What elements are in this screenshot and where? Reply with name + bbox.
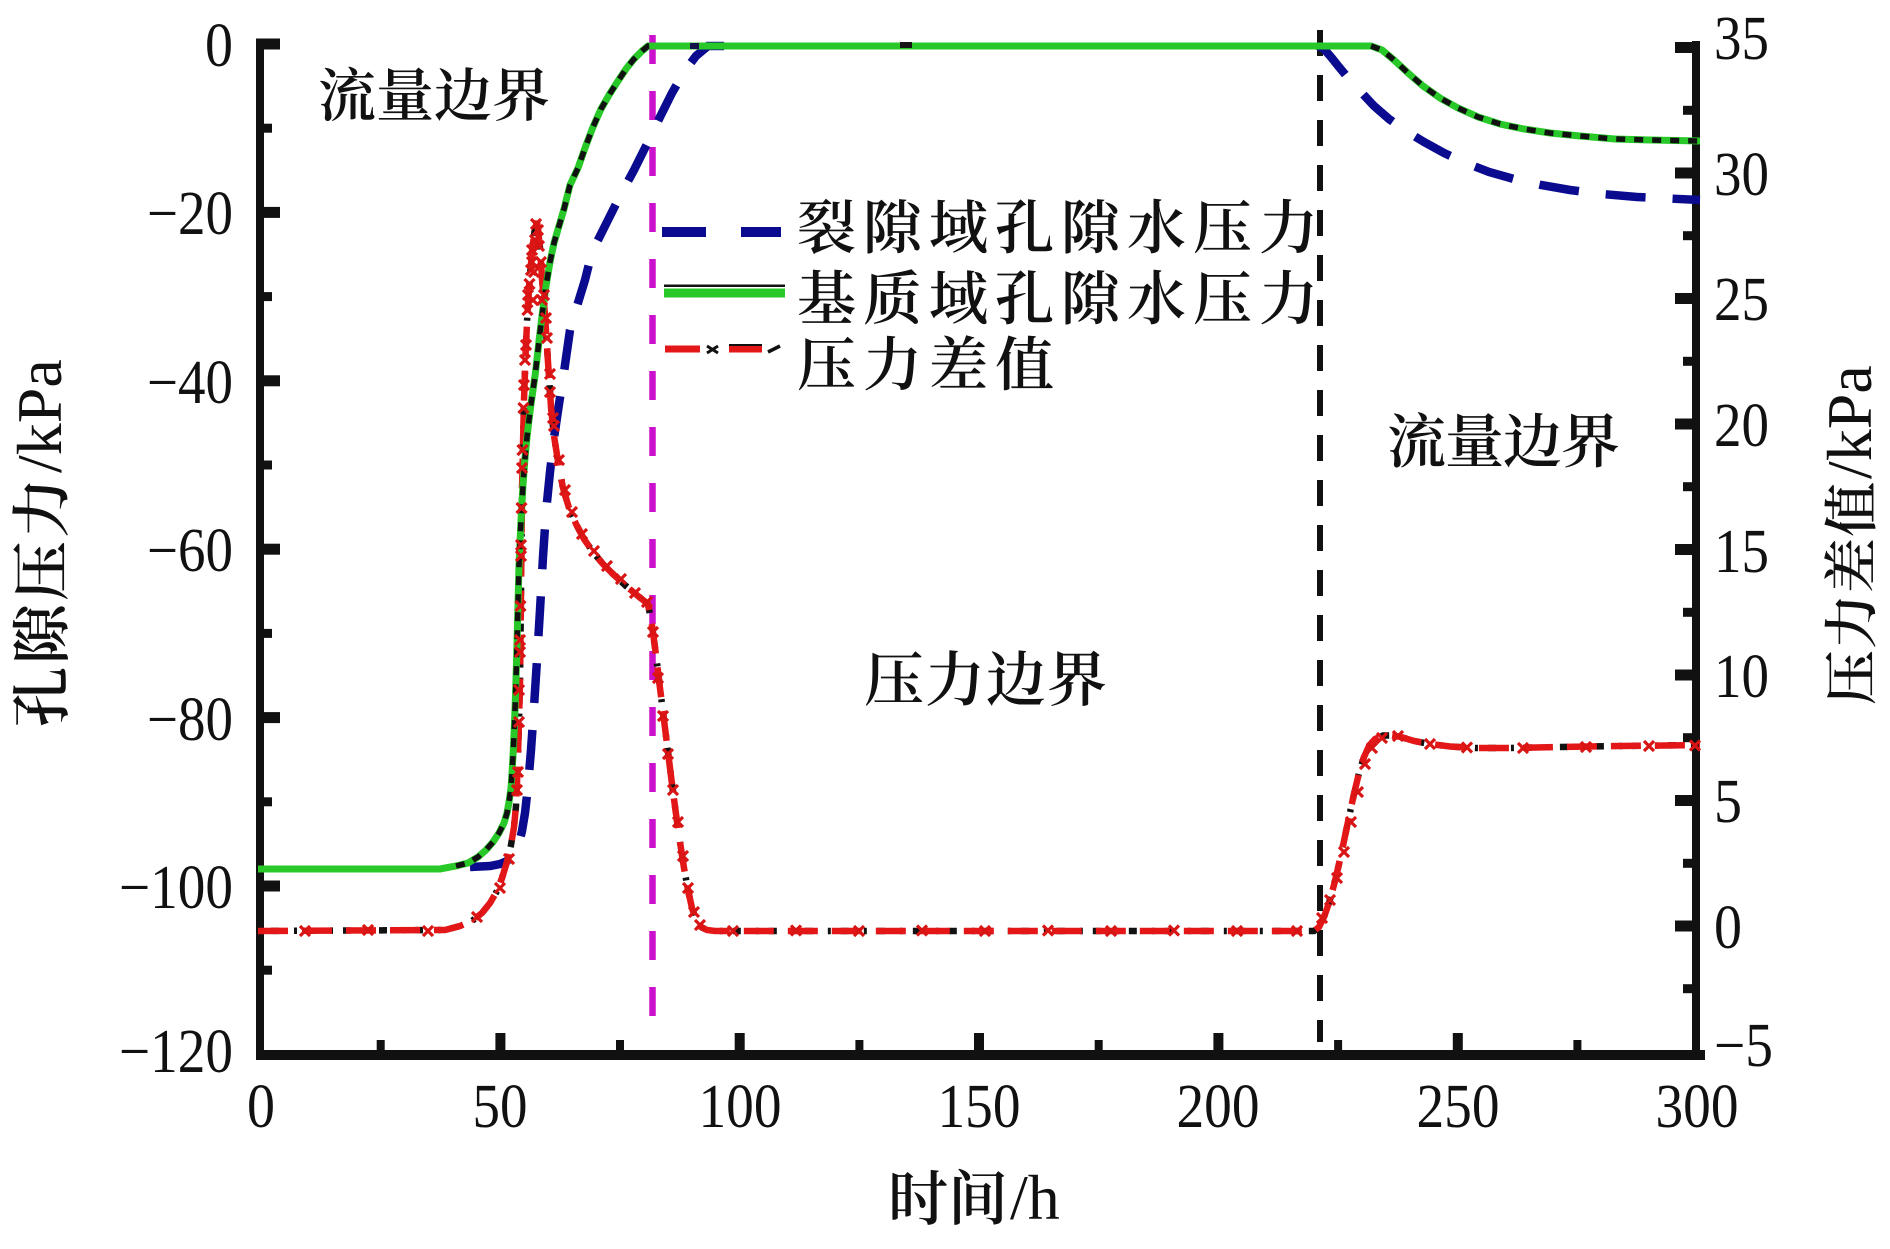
svg-text:250: 250	[1417, 1073, 1500, 1141]
svg-text:−40: −40	[147, 349, 233, 417]
svg-text:10: 10	[1714, 643, 1769, 711]
svg-text:−80: −80	[147, 686, 233, 754]
svg-text:30: 30	[1714, 141, 1769, 209]
svg-text:0: 0	[247, 1073, 275, 1141]
svg-text:/h: /h	[1010, 1162, 1060, 1233]
svg-text:/kPa: /kPa	[1814, 365, 1885, 479]
svg-text:−120: −120	[119, 1018, 233, 1086]
svg-text:5: 5	[1714, 768, 1742, 836]
svg-text:0: 0	[1714, 894, 1742, 962]
svg-text:0: 0	[205, 12, 233, 80]
svg-text:300: 300	[1656, 1073, 1739, 1141]
svg-text:−5: −5	[1714, 1012, 1773, 1080]
svg-text:/kPa: /kPa	[4, 359, 75, 473]
svg-text:15: 15	[1714, 518, 1769, 586]
svg-text:150: 150	[938, 1073, 1021, 1141]
svg-text:50: 50	[473, 1073, 528, 1141]
svg-text:−20: −20	[147, 180, 233, 248]
svg-text:20: 20	[1714, 392, 1769, 460]
svg-text:200: 200	[1177, 1073, 1260, 1141]
svg-text:−60: −60	[147, 517, 233, 585]
svg-text:35: 35	[1714, 5, 1769, 73]
svg-text:−100: −100	[119, 854, 233, 922]
svg-text:100: 100	[699, 1073, 782, 1141]
svg-text:25: 25	[1714, 266, 1769, 334]
